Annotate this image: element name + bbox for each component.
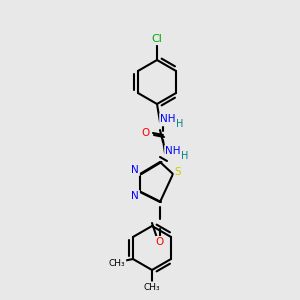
Text: S: S bbox=[175, 167, 181, 177]
Text: NH: NH bbox=[165, 146, 181, 156]
Text: N: N bbox=[131, 191, 139, 201]
Text: H: H bbox=[181, 151, 189, 161]
Text: N: N bbox=[131, 165, 139, 175]
Text: NH: NH bbox=[160, 114, 176, 124]
Text: O: O bbox=[156, 237, 164, 247]
Text: CH₃: CH₃ bbox=[144, 283, 160, 292]
Text: H: H bbox=[176, 119, 184, 129]
Text: Cl: Cl bbox=[152, 34, 162, 44]
Text: O: O bbox=[141, 128, 149, 138]
Text: CH₃: CH₃ bbox=[109, 260, 125, 268]
